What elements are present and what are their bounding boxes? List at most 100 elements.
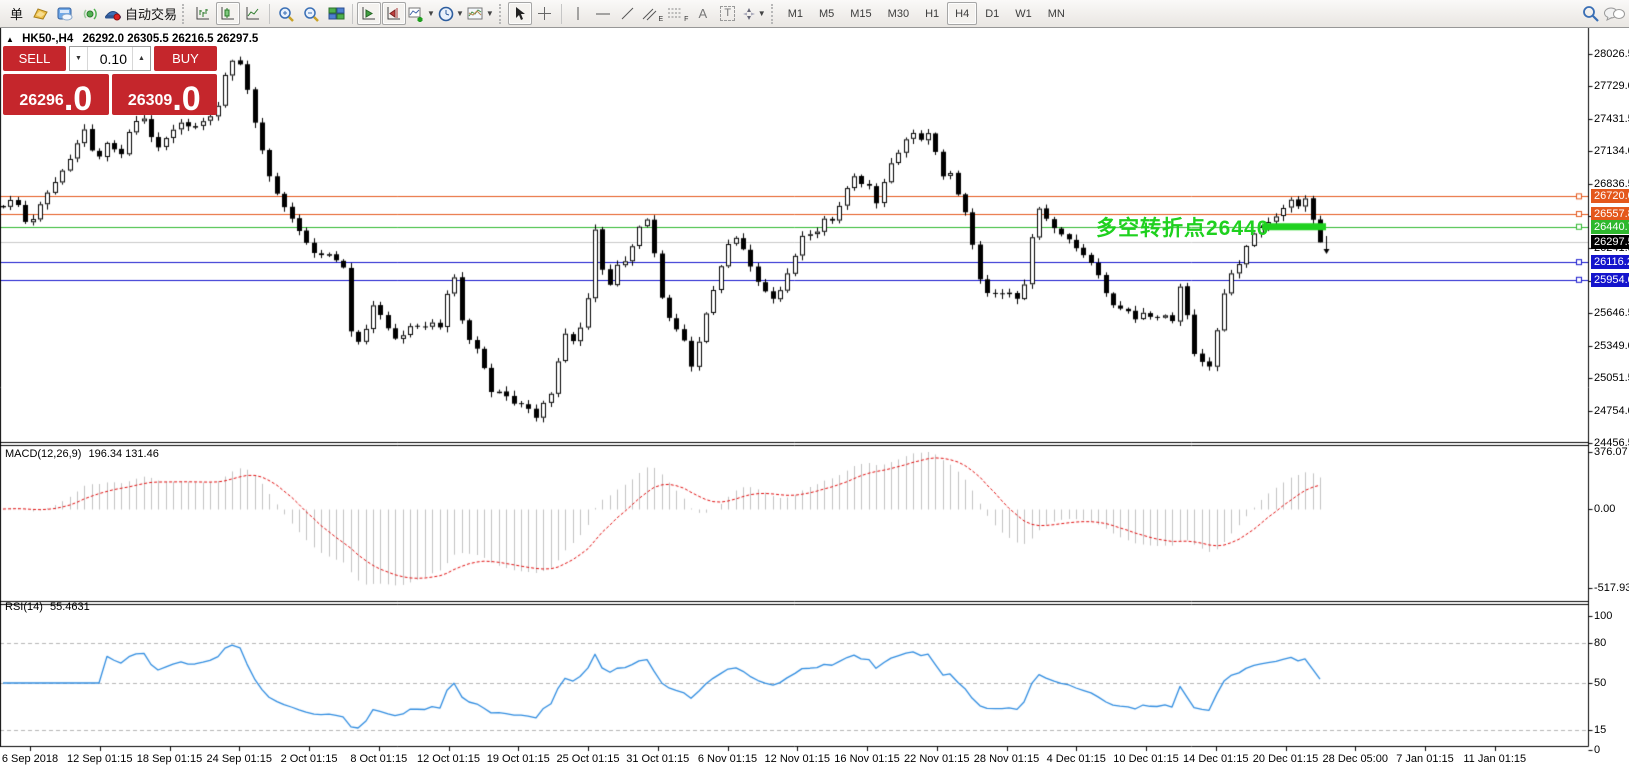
horizontal-line-icon	[595, 9, 611, 19]
date-label: 12 Oct 01:15	[417, 753, 480, 765]
chart-title: ▲ HK50-,H4 26292.0 26305.5 26216.5 26297…	[6, 33, 258, 45]
zoom-out-icon	[303, 6, 320, 22]
horizontal-line-button[interactable]	[591, 2, 615, 25]
volume-value[interactable]: 0.10	[99, 50, 127, 67]
toolbar-separator	[560, 3, 562, 24]
date-label: 16 Nov 01:15	[834, 753, 900, 765]
line-chart-button[interactable]	[241, 2, 265, 25]
chart-annotation[interactable]: 多空转折点26440	[1096, 217, 1270, 240]
trendline-button[interactable]	[616, 2, 640, 25]
rsi-tick: 100	[1594, 610, 1613, 622]
trendline-icon	[620, 6, 635, 21]
price-tick: 24456.5	[1594, 436, 1629, 449]
search-button[interactable]	[1578, 2, 1602, 25]
date-label: 22 Nov 01:15	[904, 753, 970, 765]
templates-button[interactable]: ▼	[466, 2, 495, 25]
text-button[interactable]: A	[691, 2, 715, 25]
price-tick: 28026.5	[1594, 48, 1629, 60]
macd-values: 196.34 131.46	[88, 448, 159, 460]
fibonacci-icon	[667, 7, 683, 21]
chat-icon	[1603, 6, 1625, 22]
fibonacci-button[interactable]: F	[666, 2, 690, 25]
one-click-trading-panel: SELL ▼ 0.10 ▲ BUY 26296 .0 26309 .0	[3, 46, 217, 119]
volume-increase-button[interactable]: ▲	[132, 47, 150, 70]
sell-price-dec: .0	[63, 80, 93, 119]
date-label: 6 Nov 01:15	[697, 753, 758, 765]
chevron-down-icon: ▼	[757, 9, 766, 18]
periods-button[interactable]: ▼	[437, 2, 465, 25]
sell-price-button[interactable]: 26296 .0	[3, 74, 109, 119]
candlestick-button[interactable]	[216, 2, 241, 25]
equidistant-channel-button[interactable]: E	[641, 2, 665, 25]
zoom-in-icon	[278, 6, 295, 22]
collapse-triangle-icon: ▲	[6, 35, 14, 44]
timeframe-H4[interactable]: H4	[947, 2, 978, 25]
bar-chart-icon	[195, 6, 211, 21]
zoom-out-button[interactable]	[299, 2, 323, 25]
cursor-button[interactable]	[507, 2, 532, 25]
price-tick: 24754.0	[1594, 404, 1629, 417]
timeframe-M1[interactable]: M1	[787, 7, 803, 20]
price-tick: 27729.0	[1594, 80, 1629, 93]
macd-name: MACD(12,26,9)	[5, 448, 82, 460]
price-tick: 27431.5	[1594, 112, 1629, 125]
bar-chart-button[interactable]	[191, 2, 215, 25]
chevron-down-icon: ▼	[427, 9, 435, 18]
timeframe-M15[interactable]: M15	[850, 7, 872, 20]
date-label: 14 Dec 01:15	[1183, 753, 1249, 765]
autotrade-button[interactable]: 自动交易	[103, 2, 178, 25]
macd-label: MACD(12,26,9) 196.34 131.46	[5, 448, 159, 460]
timeframe-MN[interactable]: MN	[1047, 7, 1065, 20]
market-watch-button[interactable]	[28, 2, 52, 25]
auto-scroll-icon	[361, 6, 377, 21]
date-label: 20 Dec 01:15	[1252, 753, 1319, 765]
chart-shift-button[interactable]	[382, 2, 407, 25]
toolbar-separator	[352, 3, 354, 24]
signal-button[interactable]	[78, 2, 102, 25]
toolbar-grip	[182, 3, 187, 24]
label-button[interactable]: T	[716, 2, 740, 25]
new-order-label: 单	[9, 7, 23, 22]
date-label: 8 Oct 01:15	[350, 753, 408, 765]
timeframe-D1[interactable]: D1	[985, 7, 1000, 20]
price-axis: 28026.527729.027431.527134.026836.526539…	[1591, 0, 1629, 774]
new-chart-button[interactable]: ▼	[407, 2, 436, 25]
timeframe-H1[interactable]: H1	[925, 7, 940, 20]
arrows-button[interactable]: ▼	[741, 2, 767, 25]
level-price-badge: 25954.0	[1591, 272, 1629, 287]
date-label: 31 Oct 01:15	[626, 753, 690, 765]
vertical-line-button[interactable]	[566, 2, 590, 25]
timeframe-W1[interactable]: W1	[1015, 7, 1032, 20]
rsi-tick: 0	[1594, 744, 1601, 756]
signal-icon	[82, 6, 99, 22]
volume-decrease-button[interactable]: ▼	[70, 47, 88, 70]
chart-window-button[interactable]	[53, 2, 77, 25]
text-icon: A	[698, 6, 708, 21]
gold-book-icon	[32, 6, 49, 21]
buy-button[interactable]: BUY	[154, 46, 217, 71]
template-icon	[467, 6, 484, 21]
buy-price-int: 26309	[127, 92, 173, 109]
buy-price-button[interactable]: 26309 .0	[111, 74, 217, 116]
date-label: 7 Jan 01:15	[1396, 753, 1454, 765]
arrows-icon	[742, 7, 756, 21]
new-order-button[interactable]: 单	[3, 2, 27, 25]
timeframe-M30[interactable]: M30	[887, 7, 910, 20]
chart-symbol: HK50-,H4	[22, 33, 74, 45]
tile-windows-button[interactable]	[324, 2, 348, 25]
fibonacci-letter: F	[684, 16, 689, 23]
chart-canvas[interactable]	[0, 28, 1600, 774]
date-label: 12 Nov 01:15	[764, 753, 830, 765]
date-label: 11 Jan 01:15	[1463, 753, 1527, 765]
sell-button[interactable]: SELL	[3, 46, 66, 71]
chat-button[interactable]	[1602, 2, 1626, 25]
zoom-in-button[interactable]	[274, 2, 298, 25]
auto-scroll-button[interactable]	[357, 2, 382, 25]
date-axis: 6 Sep 2018 12 Sep 01:15 18 Sep 01:15 24 Sep…	[0, 753, 1590, 773]
crosshair-button[interactable]	[533, 2, 557, 25]
price-tick: 25051.5	[1594, 372, 1629, 385]
level-price-badge: 26440.7	[1591, 219, 1629, 234]
price-tick: 27134.0	[1594, 145, 1629, 158]
vertical-line-icon	[573, 6, 583, 21]
timeframe-M5[interactable]: M5	[818, 7, 835, 20]
